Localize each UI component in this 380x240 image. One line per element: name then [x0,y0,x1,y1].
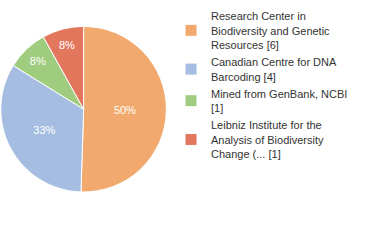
svg-text:50%: 50% [114,104,136,116]
svg-text:Leibniz Institute for theAnaly: Leibniz Institute for theAnalysis of Bio… [211,119,324,160]
svg-text:Canadian Centre for DNABarcodi: Canadian Centre for DNABarcoding [4] [211,56,337,82]
svg-text:8%: 8% [30,55,46,67]
svg-text:Research Center inBiodiversity: Research Center inBiodiversity and Genet… [211,10,330,51]
svg-text:Mined from GenBank, NCBI[1]: Mined from GenBank, NCBI[1] [211,88,347,114]
svg-text:8%: 8% [59,39,75,51]
svg-text:33%: 33% [33,124,55,136]
